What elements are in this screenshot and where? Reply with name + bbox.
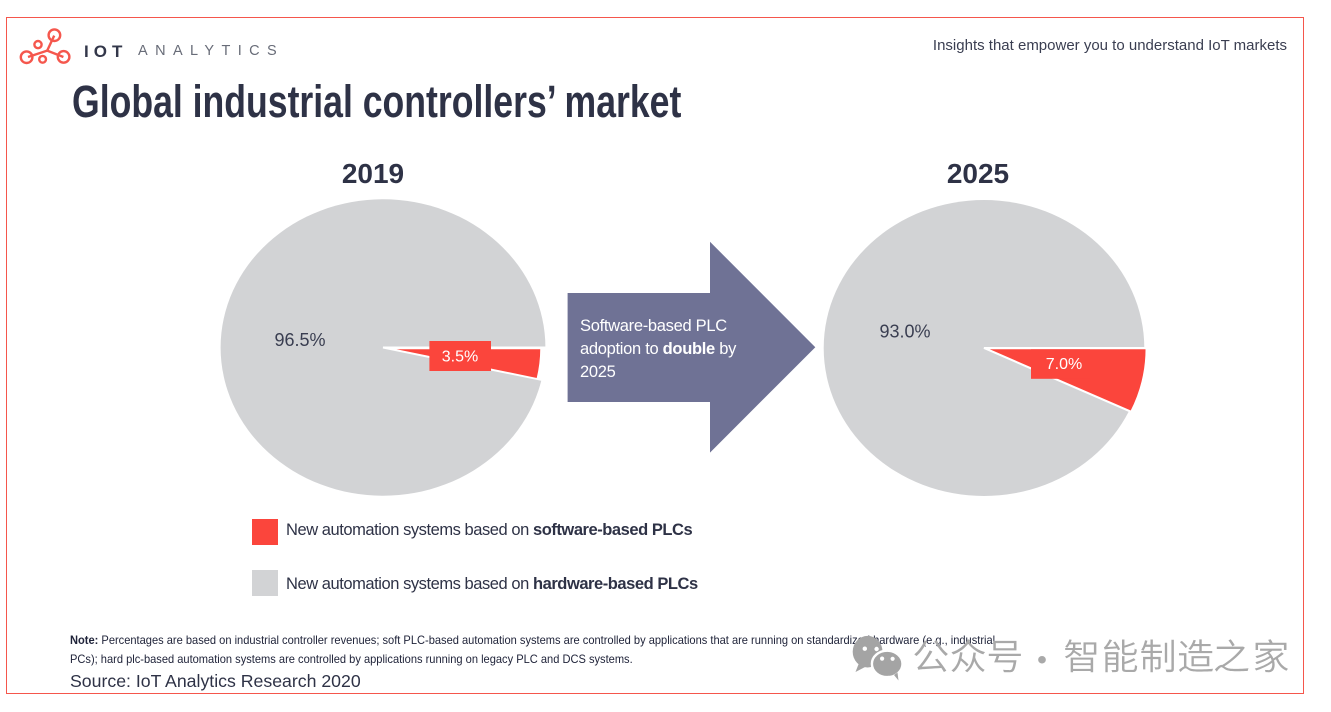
svg-text:93.0%: 93.0% [879,322,930,342]
svg-text:3.5%: 3.5% [442,349,478,366]
svg-text:96.5%: 96.5% [274,330,325,350]
svg-text:7.0%: 7.0% [1046,356,1082,373]
